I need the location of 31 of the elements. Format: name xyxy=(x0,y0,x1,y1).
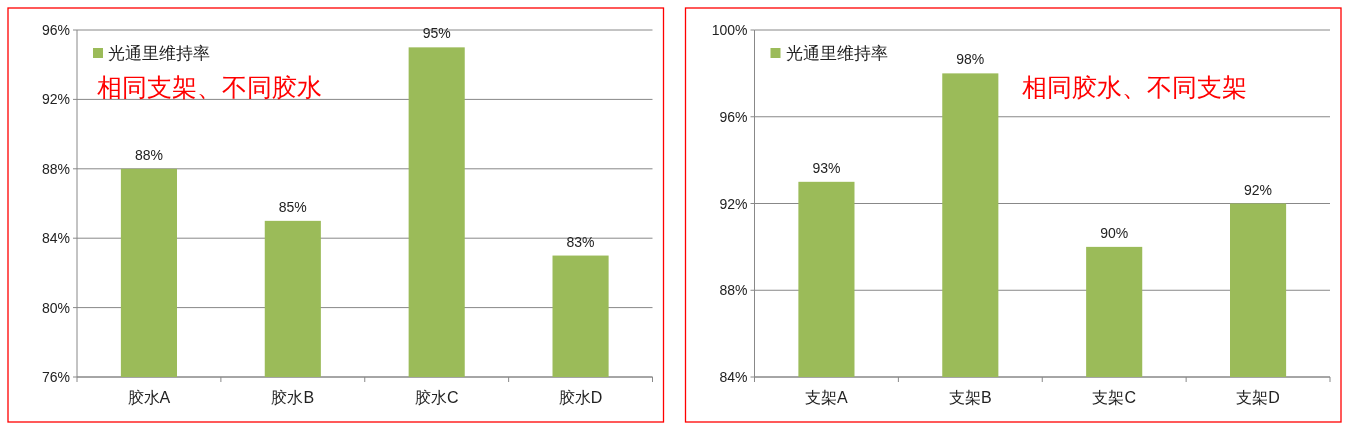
data-label: 95% xyxy=(422,25,451,42)
x-tick-label: 胶水D xyxy=(558,389,603,406)
x-tick-label: 支架C xyxy=(1092,389,1136,406)
y-tick-label: 96% xyxy=(41,22,70,38)
data-label: 90% xyxy=(1100,224,1129,241)
x-tick-label: 胶水B xyxy=(271,389,315,406)
y-tick-label: 84% xyxy=(41,230,70,247)
data-label: 83% xyxy=(566,233,595,250)
data-label: 98% xyxy=(956,51,985,68)
y-tick-label: 88% xyxy=(719,282,748,299)
y-tick-label: 100% xyxy=(711,22,748,38)
x-tick-label: 支架D xyxy=(1236,389,1280,406)
data-label: 93% xyxy=(812,159,841,176)
annotation: 相同胶水、不同支架 xyxy=(1022,73,1248,102)
x-tick-label: 支架A xyxy=(805,389,848,406)
y-tick-label: 80% xyxy=(41,299,70,316)
x-tick-label: 支架B xyxy=(949,389,992,406)
y-tick-label: 96% xyxy=(719,108,748,125)
annotation: 相同支架、不同胶水 xyxy=(97,73,323,102)
y-tick-label: 88% xyxy=(41,160,70,177)
y-tick-label: 92% xyxy=(41,91,70,108)
x-tick-label: 胶水A xyxy=(127,389,171,406)
y-tick-label: 84% xyxy=(719,369,748,385)
data-label: 85% xyxy=(278,198,307,215)
legend-label: 光通里维持率 xyxy=(785,43,888,63)
data-label: 92% xyxy=(1244,181,1273,198)
legend-label: 光通里维持率 xyxy=(108,43,210,63)
y-tick-label: 92% xyxy=(719,195,748,212)
x-tick-label: 胶水C xyxy=(414,389,459,406)
data-label: 88% xyxy=(134,146,163,163)
y-tick-label: 76% xyxy=(41,369,70,385)
